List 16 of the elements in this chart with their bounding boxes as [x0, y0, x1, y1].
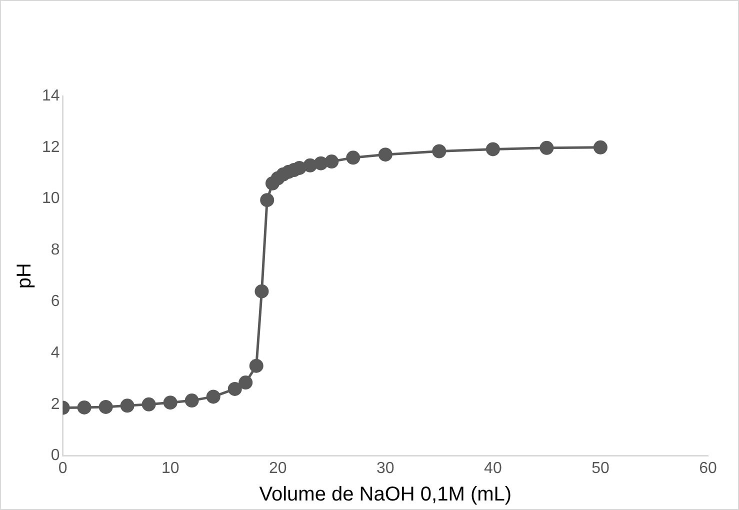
y-tick-label: 0 — [50, 447, 60, 464]
y-tick-label: 2 — [50, 396, 60, 413]
x-tick-label: 30 — [376, 460, 394, 477]
x-tick-label: 10 — [161, 460, 180, 477]
x-tick-label: 40 — [484, 460, 502, 477]
y-tick-label: 4 — [50, 344, 60, 362]
x-tick-label: 20 — [268, 460, 287, 477]
y-tick-label: 8 — [50, 242, 60, 259]
x-tick-label: 50 — [592, 460, 610, 477]
y-tick-label: 6 — [50, 293, 60, 310]
x-axis-title: Volume de NaOH 0,1M (mL) — [259, 484, 512, 506]
y-tick-label: 14 — [42, 87, 60, 104]
x-tick-label: 60 — [699, 460, 717, 477]
y-tick-label: 10 — [42, 190, 60, 208]
y-tick-label: 12 — [42, 138, 60, 156]
y-axis-title: pH — [14, 263, 36, 289]
